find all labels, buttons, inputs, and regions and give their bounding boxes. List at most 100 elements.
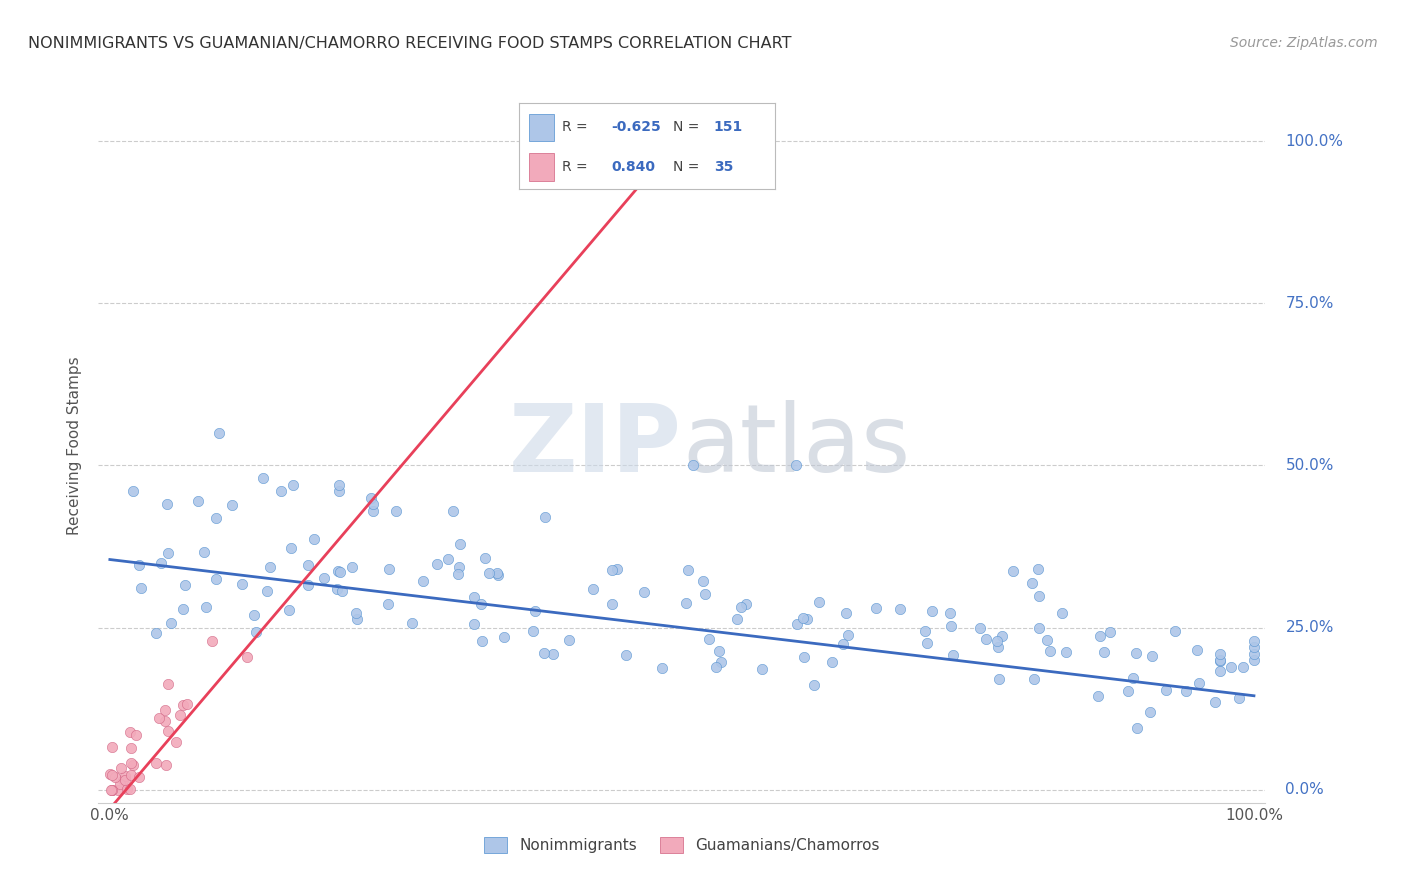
- Point: [1243, 633, 1265, 648]
- Point: [148, 711, 170, 725]
- Point: [463, 616, 485, 631]
- Point: [676, 563, 699, 577]
- Point: [100, 782, 122, 797]
- Point: [145, 625, 167, 640]
- Point: [1098, 624, 1121, 639]
- Point: [378, 562, 401, 576]
- Point: [173, 578, 195, 592]
- Point: [1175, 683, 1198, 698]
- Point: [128, 770, 150, 784]
- Point: [145, 756, 167, 771]
- Point: [446, 566, 468, 581]
- Point: [236, 649, 259, 664]
- Point: [533, 510, 555, 524]
- Point: [165, 734, 187, 748]
- Point: [412, 574, 434, 589]
- Point: [1139, 705, 1161, 719]
- Point: [110, 761, 132, 775]
- Point: [1227, 691, 1250, 706]
- Point: [1243, 640, 1265, 654]
- Point: [942, 648, 965, 663]
- Point: [1243, 653, 1265, 667]
- Point: [796, 612, 818, 626]
- Point: [786, 617, 808, 632]
- Point: [328, 565, 350, 579]
- Point: [692, 574, 714, 588]
- Point: [600, 597, 623, 611]
- Point: [280, 541, 302, 556]
- Point: [921, 604, 943, 618]
- Point: [121, 758, 143, 772]
- Point: [325, 582, 347, 596]
- Point: [281, 478, 304, 492]
- Point: [751, 662, 773, 676]
- Point: [1209, 654, 1232, 668]
- Point: [115, 782, 138, 797]
- Text: Source: ZipAtlas.com: Source: ZipAtlas.com: [1230, 36, 1378, 50]
- Point: [242, 607, 264, 622]
- Point: [205, 572, 228, 586]
- Point: [155, 758, 177, 772]
- Point: [156, 545, 179, 559]
- Point: [1122, 672, 1144, 686]
- Point: [150, 556, 173, 570]
- Point: [707, 644, 730, 658]
- Point: [1156, 682, 1178, 697]
- Point: [463, 590, 485, 604]
- Point: [478, 566, 501, 580]
- Point: [1002, 564, 1025, 578]
- Text: atlas: atlas: [682, 400, 910, 492]
- Point: [675, 596, 697, 610]
- Point: [245, 624, 267, 639]
- Point: [727, 612, 749, 626]
- Point: [651, 661, 673, 675]
- Point: [377, 597, 399, 611]
- Point: [221, 498, 243, 512]
- Point: [155, 703, 177, 717]
- Point: [991, 629, 1014, 643]
- Point: [600, 564, 623, 578]
- Point: [160, 615, 183, 630]
- Point: [939, 607, 962, 621]
- Point: [1185, 643, 1208, 657]
- Point: [101, 740, 124, 755]
- Point: [633, 584, 655, 599]
- Point: [129, 581, 152, 595]
- Point: [1126, 721, 1149, 735]
- Point: [807, 594, 830, 608]
- Point: [1209, 664, 1232, 678]
- Point: [124, 728, 146, 742]
- Point: [730, 600, 752, 615]
- Point: [172, 698, 194, 712]
- Point: [1232, 659, 1254, 673]
- Point: [426, 557, 449, 571]
- Point: [107, 782, 129, 797]
- Point: [121, 484, 143, 499]
- Point: [1021, 576, 1043, 591]
- Point: [101, 782, 124, 797]
- Point: [1188, 675, 1211, 690]
- Point: [259, 560, 281, 574]
- Point: [474, 551, 496, 566]
- Text: 0.0%: 0.0%: [1285, 782, 1324, 797]
- Point: [312, 571, 335, 585]
- Point: [470, 598, 492, 612]
- Point: [835, 606, 858, 620]
- Point: [533, 646, 555, 660]
- Point: [114, 773, 136, 788]
- Point: [104, 770, 127, 784]
- Point: [120, 756, 142, 770]
- Point: [330, 584, 353, 599]
- Point: [112, 773, 135, 788]
- Point: [1026, 562, 1049, 576]
- Point: [361, 497, 384, 511]
- Point: [785, 458, 807, 473]
- Point: [157, 724, 180, 739]
- Point: [98, 767, 121, 781]
- Point: [156, 497, 179, 511]
- Point: [793, 650, 815, 665]
- Point: [401, 615, 423, 630]
- Point: [1142, 649, 1164, 664]
- Point: [120, 725, 142, 739]
- Point: [1125, 646, 1147, 660]
